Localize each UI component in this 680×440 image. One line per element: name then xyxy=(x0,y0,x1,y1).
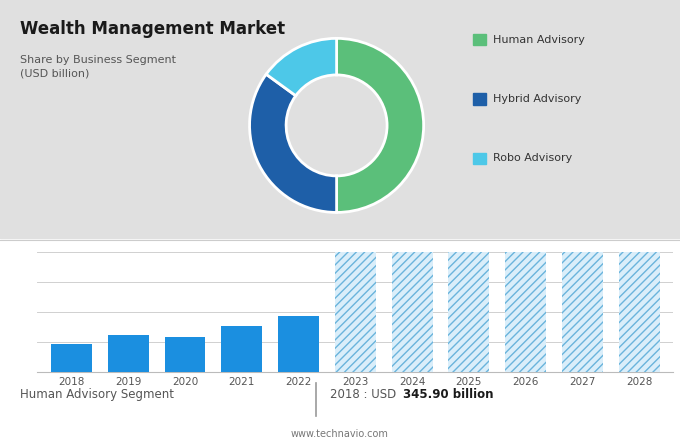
Text: Human Advisory: Human Advisory xyxy=(493,35,585,44)
Bar xyxy=(335,253,376,372)
Wedge shape xyxy=(266,38,337,96)
Text: 2018 : USD: 2018 : USD xyxy=(330,388,400,401)
Bar xyxy=(448,253,490,372)
Text: Share by Business Segment
(USD billion): Share by Business Segment (USD billion) xyxy=(20,55,176,79)
Text: 345.90 billion: 345.90 billion xyxy=(403,388,493,401)
Text: www.technavio.com: www.technavio.com xyxy=(291,429,389,439)
Bar xyxy=(392,253,432,372)
Wedge shape xyxy=(337,38,424,213)
Bar xyxy=(505,253,546,372)
Bar xyxy=(562,253,602,372)
Bar xyxy=(165,337,205,372)
Text: Wealth Management Market: Wealth Management Market xyxy=(20,20,286,38)
Text: Human Advisory Segment: Human Advisory Segment xyxy=(20,388,174,401)
Bar xyxy=(278,316,319,372)
Wedge shape xyxy=(250,74,337,213)
Bar xyxy=(221,326,262,372)
Text: Robo Advisory: Robo Advisory xyxy=(493,154,573,163)
Bar xyxy=(51,345,92,372)
Bar xyxy=(108,335,149,372)
Bar xyxy=(619,253,660,372)
Text: Hybrid Advisory: Hybrid Advisory xyxy=(493,94,581,104)
